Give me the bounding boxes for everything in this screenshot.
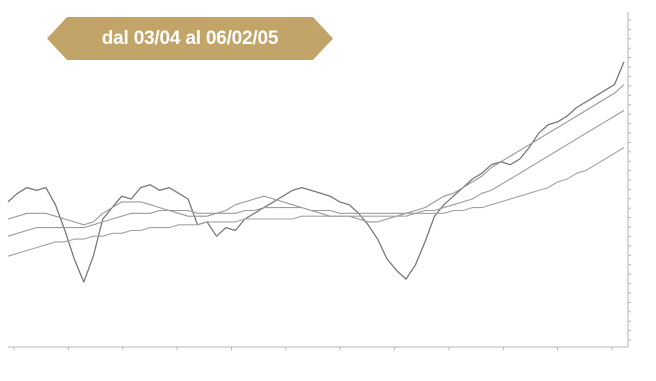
x-axis-ticks	[13, 347, 613, 350]
series-layer	[7, 61, 625, 283]
y-axis-ticks	[628, 19, 631, 341]
series-line-average-1	[7, 84, 625, 226]
chart-axes	[8, 12, 629, 348]
series-line-price	[7, 61, 625, 283]
date-range-label: dal 03/04 al 06/02/05	[101, 27, 279, 49]
date-range-banner: dal 03/04 al 06/02/05	[47, 17, 333, 60]
series-line-average-3	[7, 147, 625, 257]
series-line-average-2	[7, 109, 625, 237]
